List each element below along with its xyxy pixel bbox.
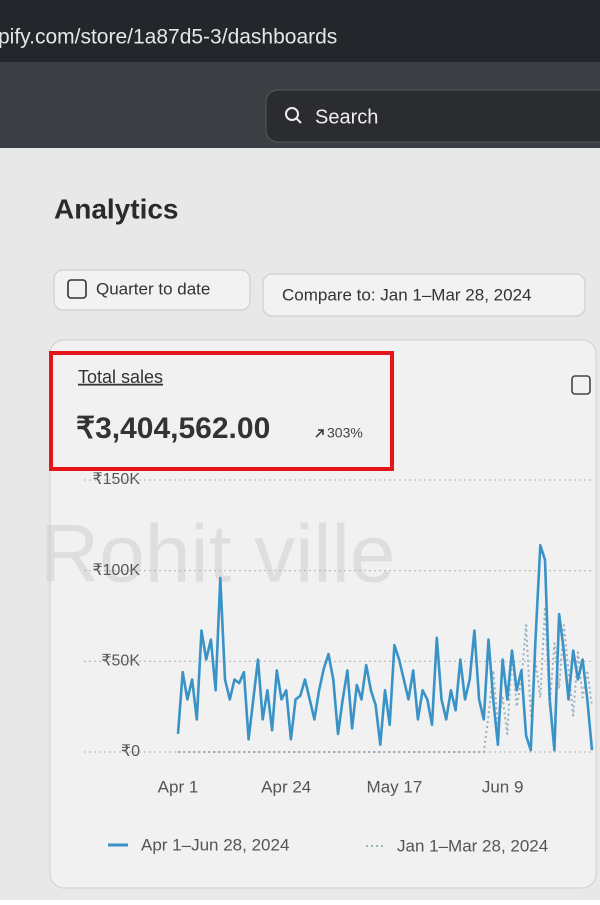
search-text: Search xyxy=(315,106,378,128)
search-box[interactable] xyxy=(265,89,600,143)
search-icon xyxy=(285,107,299,121)
y-tick-label: ₹100K xyxy=(92,562,140,579)
calendar-icon xyxy=(67,279,87,299)
legend-label: Jan 1–Mar 28, 2024 xyxy=(397,836,548,855)
x-tick-label: May 17 xyxy=(367,777,423,796)
compare-button-text: Compare to: Jan 1–Mar 28, 2024 xyxy=(282,285,531,304)
metric-value: ₹3,404,562.00 xyxy=(76,412,270,445)
url: pify.com/store/1a87d5-3/dashboards xyxy=(0,26,337,49)
legend-label: Apr 1–Jun 28, 2024 xyxy=(141,835,289,854)
x-tick-label: Jun 9 xyxy=(482,777,524,796)
x-tick-label: Apr 1 xyxy=(158,777,199,796)
change-arrow xyxy=(315,429,324,438)
date-button[interactable] xyxy=(53,269,251,311)
search-icon xyxy=(295,117,302,124)
series-line xyxy=(178,605,593,753)
y-tick-label: ₹150K xyxy=(92,471,140,488)
watermark: Rohit ville xyxy=(40,509,395,600)
date-button-text: Quarter to date xyxy=(96,279,210,298)
compare-button[interactable] xyxy=(262,273,586,317)
metric-change: 303% xyxy=(327,425,363,441)
highlight-box xyxy=(49,351,394,471)
explore-icon[interactable] xyxy=(571,375,591,395)
x-tick-label: Apr 24 xyxy=(261,777,311,796)
metric-label: Total sales xyxy=(78,367,163,387)
address-bar xyxy=(0,0,600,62)
series-line xyxy=(176,544,594,752)
page-title: Analytics xyxy=(54,193,179,224)
